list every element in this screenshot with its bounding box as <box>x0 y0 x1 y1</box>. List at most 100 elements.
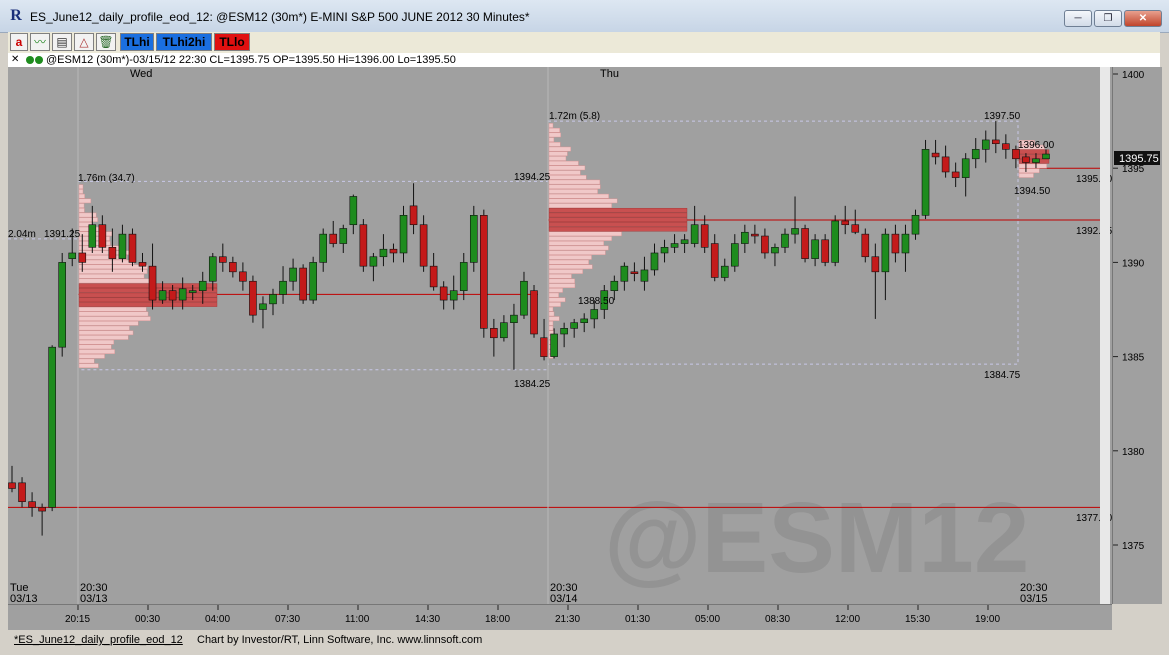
profile-bar <box>78 184 84 190</box>
x-tick-label: 00:30 <box>135 614 160 625</box>
candle <box>369 252 378 282</box>
chart-tab[interactable]: *ES_June12_daily_profile_eod_12 <box>14 634 183 646</box>
tlhi-button[interactable]: TLhi <box>120 33 154 51</box>
profile-bar <box>548 292 559 298</box>
profile-volume-label: 2.04m <box>8 229 36 240</box>
candle-body <box>720 265 729 278</box>
candle <box>48 345 56 512</box>
profile-bar <box>1018 173 1034 178</box>
trash-icon[interactable]: 🗑 <box>96 33 116 51</box>
candle-body <box>329 233 338 244</box>
candle <box>1002 134 1010 159</box>
price-chart[interactable]: @ESM12 Wed Thu 1.76m (34.7) 2.04m 1391.2… <box>8 67 1112 604</box>
y-tick-label: 1385 <box>1122 353 1145 364</box>
candle-body <box>881 233 890 273</box>
restore-button[interactable]: ❐ <box>1094 10 1122 27</box>
tllo-button[interactable]: TLlo <box>214 33 250 51</box>
candle <box>469 205 478 272</box>
candle <box>289 258 297 291</box>
candle-body <box>1012 149 1020 160</box>
candle-body <box>550 333 558 357</box>
candle <box>229 256 237 278</box>
y-tick-label: 1390 <box>1122 258 1145 269</box>
tlhi2hi-button[interactable]: TLhi2hi <box>156 33 212 51</box>
profile-bar <box>548 207 688 213</box>
candle <box>389 243 398 263</box>
candle-body <box>821 239 829 263</box>
profile-bar <box>548 278 575 284</box>
studies-icon[interactable]: ▤ <box>52 33 72 51</box>
infobar-close-icon[interactable]: ✕ <box>11 54 20 65</box>
candle <box>379 234 388 267</box>
candle <box>429 252 438 291</box>
day-label: Wed <box>130 68 152 80</box>
candle <box>299 264 307 304</box>
candle <box>319 228 328 272</box>
y-tick-label: 1395 <box>1122 164 1145 175</box>
candle <box>540 318 548 361</box>
text-tool-button[interactable]: a <box>10 33 28 51</box>
profile-bar <box>548 212 688 218</box>
profile-bar <box>78 203 85 208</box>
profile-bar <box>548 132 561 138</box>
profile-bar <box>1018 140 1035 145</box>
candle-body <box>710 243 719 278</box>
candle-body <box>570 322 578 329</box>
candle-body <box>992 139 1000 145</box>
close-button[interactable]: ✕ <box>1124 10 1162 27</box>
profile-bar <box>548 123 554 128</box>
candle-body <box>841 220 850 226</box>
candle <box>208 252 217 291</box>
candle <box>700 215 709 253</box>
candle-body <box>871 256 880 273</box>
profile-bar <box>548 137 555 142</box>
candle-body <box>560 328 568 335</box>
minimize-button[interactable]: ─ <box>1064 10 1092 27</box>
candle <box>18 477 26 508</box>
candle <box>399 205 408 263</box>
candle <box>811 234 819 267</box>
candle-body <box>309 262 317 301</box>
profile-bar <box>78 198 92 204</box>
profile-bar <box>78 325 130 331</box>
level-label: 1395.00 <box>1076 174 1112 185</box>
candle <box>78 234 87 272</box>
x-tick-label: 18:00 <box>485 614 510 625</box>
candle-body <box>700 224 709 248</box>
candle-body <box>108 247 117 259</box>
profile-bar <box>548 165 586 171</box>
candle-body <box>198 280 207 291</box>
candle-body <box>449 290 458 301</box>
profile-poc-label: 1388.50 <box>578 296 615 307</box>
profile-bar <box>78 259 135 265</box>
profile-bar <box>548 226 688 232</box>
x-tick-label: 15:30 <box>905 614 930 625</box>
candle <box>921 139 930 220</box>
candle <box>690 205 699 248</box>
price-axis[interactable]: 1375 1380 1385 1390 1395 1400 1395.75 <box>1107 67 1162 604</box>
candle <box>88 205 97 253</box>
window-titlebar: R ES_June12_daily_profile_eod_12: @ESM12… <box>0 0 1169 33</box>
candle-body <box>690 224 699 244</box>
chart-scrollbar[interactable] <box>1100 67 1110 604</box>
candle <box>821 234 829 267</box>
candle-body <box>891 233 900 254</box>
trend-icon[interactable]: 〰 <box>30 33 50 51</box>
candle <box>148 243 157 310</box>
credit-text: Chart by Investor/RT, Linn Software, Inc… <box>197 634 483 646</box>
profile-bar <box>78 288 218 293</box>
profile-bar <box>78 297 218 303</box>
draw-icon[interactable]: △ <box>74 33 94 51</box>
profile-bar <box>548 193 609 199</box>
candle-body <box>590 309 599 320</box>
profile-volume-label: 1.72m (5.8) <box>549 111 600 122</box>
profile-bar <box>548 269 583 274</box>
chart-infobar: ✕ @ESM12 (30m*)-03/15/12 22:30 CL=1395.7… <box>8 53 1160 68</box>
x-tick-label: 01:30 <box>625 614 650 625</box>
candle-body <box>369 256 378 267</box>
session-level-label: 1396.00 <box>1018 140 1055 151</box>
candle <box>1022 153 1030 172</box>
price-axis-svg: 1375 1380 1385 1390 1395 1400 1395.75 <box>1107 70 1160 552</box>
candle <box>931 139 940 165</box>
time-axis[interactable]: 20:15 00:30 04:00 07:30 11:00 14:30 18:00 21:30… <box>8 604 1112 631</box>
